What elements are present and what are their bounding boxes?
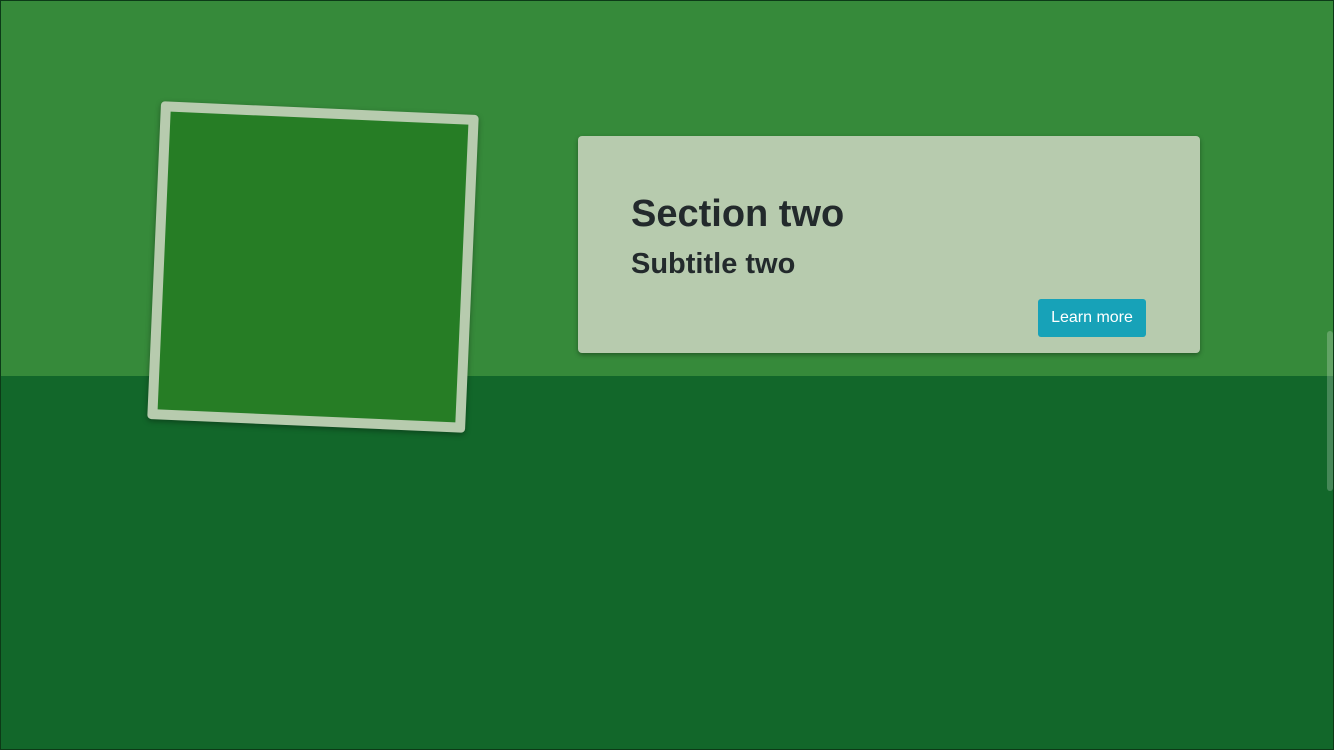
hero-bottom-band bbox=[0, 376, 1334, 750]
vertical-scrollbar[interactable] bbox=[1325, 1, 1333, 749]
section-card: Section two Subtitle two Learn more bbox=[578, 136, 1200, 353]
photo-placeholder bbox=[147, 101, 479, 433]
section-subtitle: Subtitle two bbox=[631, 248, 796, 280]
learn-more-button[interactable]: Learn more bbox=[1038, 299, 1146, 337]
section-title: Section two bbox=[631, 193, 845, 235]
scrollbar-thumb[interactable] bbox=[1327, 331, 1333, 491]
